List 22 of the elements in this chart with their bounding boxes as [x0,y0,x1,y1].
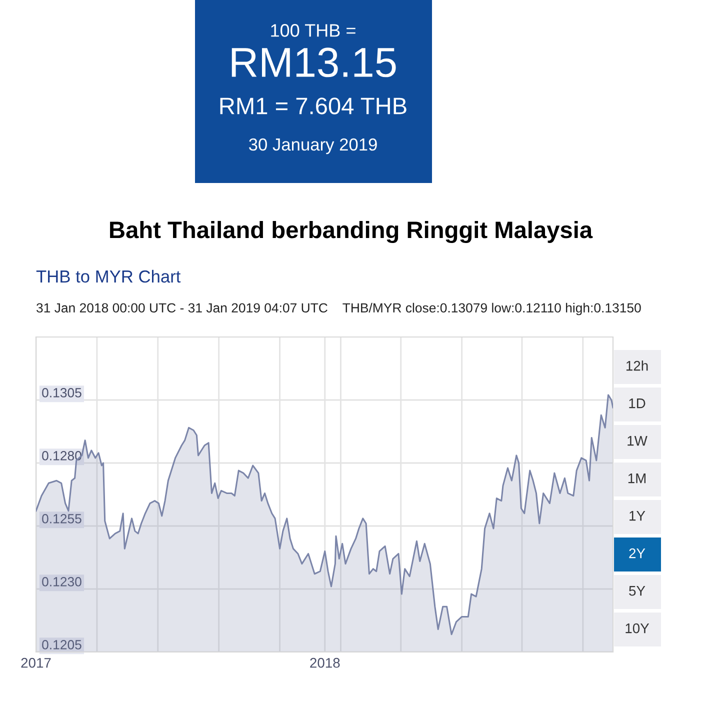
chart-subtitle: THB to MYR Chart [36,270,181,283]
text: 1M [628,474,646,484]
text: 5Y [629,586,646,596]
x-tick-label: 2018 [310,658,340,668]
text: 31 Jan 2018 00:00 UTC - 31 Jan 2019 04:07 UTC THB/MYR close:0.13079 low:0.12110 high:0.13150 [36,302,641,316]
text: 30 January 2019 [248,138,377,154]
text: 10Y [626,623,650,634]
y-tick-label: 0.1280 [42,451,82,460]
text: 2Y [629,548,646,558]
text: 100 THB = [271,24,356,37]
text: 1Y [630,511,646,521]
text: RM1 = 7.604 THB [220,98,406,114]
text: RM13.15 [232,48,396,78]
x-tick-label: 2017 [21,658,51,668]
y-tick-label: 0.1205 [42,640,82,650]
chart-title: Baht Thailand berbanding Ringgit Malaysia [110,220,593,244]
text: 1W [628,436,648,446]
y-tick-label: 0.1305 [42,388,82,398]
text: 1D [629,398,646,408]
y-tick-label: 0.1255 [42,514,82,524]
text: 12h [626,360,648,371]
y-tick-label: 0.1230 [42,577,82,586]
